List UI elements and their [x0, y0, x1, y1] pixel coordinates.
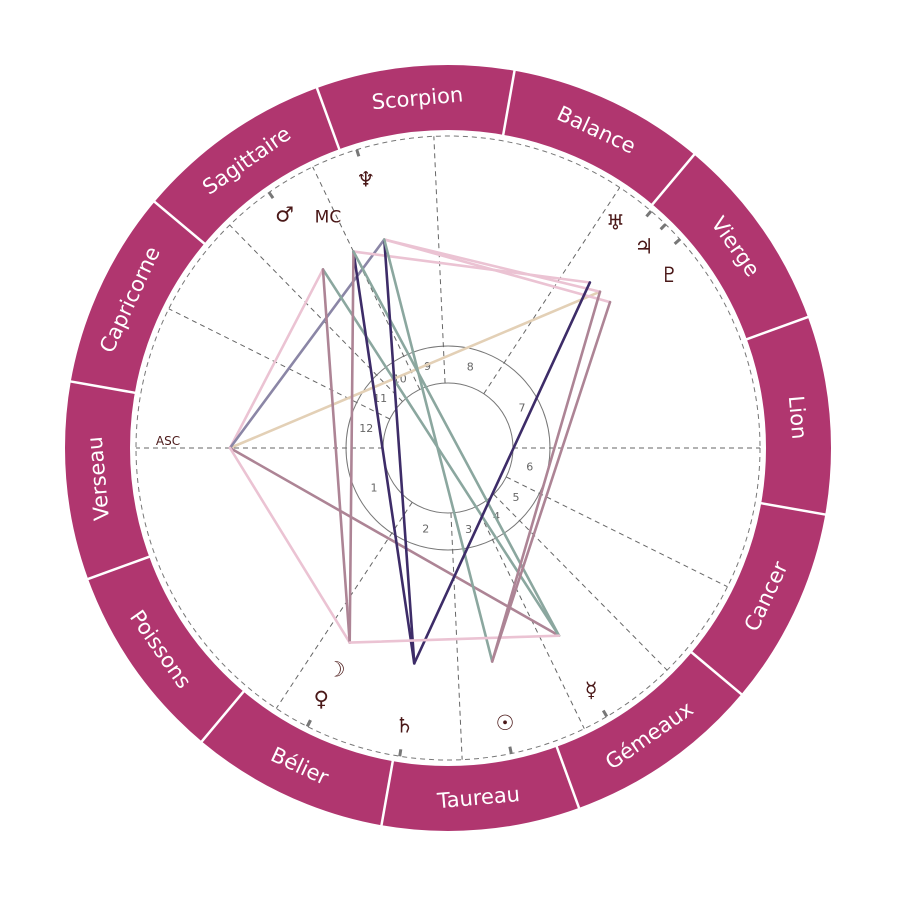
- neptune-tick: [355, 149, 361, 157]
- house-number: 5: [513, 491, 520, 504]
- sign-divider: [153, 200, 206, 246]
- aspect-line-asc-jupiter: [228, 290, 602, 450]
- mc-label: MC: [315, 207, 342, 227]
- aspect-line-asc-mercury: [228, 446, 561, 637]
- sun-icon: ☉: [496, 711, 515, 735]
- sign-divider: [690, 650, 743, 696]
- moon-icon: ☽: [327, 657, 346, 681]
- neptune-icon: ♆: [356, 167, 375, 191]
- jupiter-tick: [659, 223, 667, 231]
- saturn-tick: [398, 749, 403, 757]
- aspect-line-neptune-saturn: [382, 238, 416, 665]
- aspect-line-jupiter-sun: [490, 290, 602, 663]
- aspect-line-venus-mercury: [348, 634, 561, 644]
- house-number: 7: [518, 402, 525, 415]
- aspect-line-asc-venus: [228, 446, 352, 644]
- house-number: 12: [359, 422, 373, 435]
- sign-divider: [759, 501, 827, 516]
- mars-icon: ♂: [275, 203, 294, 227]
- aspect-line-mc-venus: [348, 250, 355, 644]
- aspect-line-mc-saturn: [352, 250, 416, 665]
- zodiac-ring: [65, 65, 831, 831]
- uranus-tick: [645, 210, 653, 218]
- saturn-icon: ♄: [395, 714, 414, 738]
- sign-divider: [501, 69, 516, 137]
- mercury-tick: [601, 709, 609, 718]
- aspect-line-saturn-uranus: [412, 281, 592, 665]
- jupiter-icon: ♃: [634, 235, 653, 259]
- aspect-line-neptune-pluto: [382, 238, 612, 304]
- house-cusp-6: [505, 476, 728, 588]
- house-number: 8: [467, 361, 474, 374]
- asc-label: ASC: [156, 434, 180, 448]
- aspect-line-asc-mars: [228, 268, 325, 450]
- house-cusp-4: [475, 506, 585, 729]
- house-outer-circle: [345, 345, 551, 551]
- house-cusp-12: [168, 308, 391, 420]
- sign-divider: [315, 86, 341, 151]
- aspect-line-mars-venus: [321, 268, 352, 644]
- sign-divider: [86, 555, 151, 581]
- pluto-icon: ♇: [660, 263, 679, 287]
- sign-divider: [745, 315, 810, 341]
- house-number: 3: [465, 523, 472, 536]
- aspect-line-mc-mercury: [352, 250, 561, 637]
- sign-divider: [200, 690, 246, 743]
- sign-divider: [380, 759, 395, 827]
- sign-label-4: Lion: [784, 395, 812, 441]
- venus-icon: ♀: [314, 687, 329, 711]
- house-number: 1: [371, 481, 378, 494]
- aspect-line-pluto-sun: [490, 300, 612, 663]
- sign-divider: [69, 380, 137, 395]
- aspect-line-neptune-sun: [382, 238, 494, 663]
- mercury-icon: ☿: [585, 678, 598, 702]
- moon-tick: [305, 719, 312, 728]
- aspect-line-asc-neptune: [228, 238, 386, 450]
- mars-tick: [267, 191, 275, 200]
- house-cusp-5: [493, 493, 668, 671]
- house-number: 6: [526, 461, 533, 474]
- pluto-tick: [673, 238, 681, 246]
- house-number: 9: [424, 360, 431, 373]
- sun-tick: [508, 746, 513, 754]
- sign-divider: [555, 745, 581, 810]
- sign-divider: [650, 153, 696, 206]
- house-number: 2: [422, 522, 429, 535]
- uranus-icon: ♅: [606, 210, 625, 234]
- aspect-line-mc-uranus: [352, 250, 592, 284]
